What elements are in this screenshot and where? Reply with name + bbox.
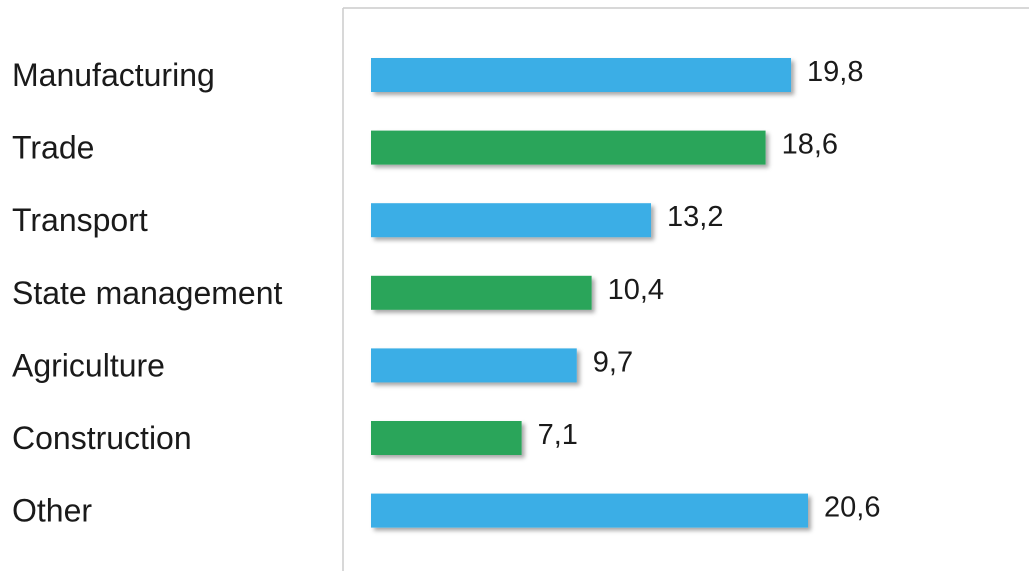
category-label: Construction	[12, 420, 192, 456]
category-label: Other	[12, 493, 92, 529]
category-label: Agriculture	[12, 347, 165, 383]
bars	[371, 58, 808, 528]
value-label: 20,6	[824, 492, 880, 524]
category-label: State management	[12, 275, 283, 311]
value-label: 10,4	[608, 274, 664, 306]
bar	[371, 348, 577, 383]
bar	[371, 275, 592, 310]
category-label: Manufacturing	[12, 57, 215, 93]
category-label: Transport	[12, 202, 148, 238]
value-label: 18,6	[782, 129, 838, 161]
bar	[371, 130, 766, 165]
value-labels: 19,8 18,6 13,2 10,4 9,7 7,1 20,6	[538, 56, 881, 524]
value-label: 19,8	[807, 56, 863, 88]
category-labels: Manufacturing Trade Transport State managem…	[12, 57, 283, 529]
bar	[371, 58, 792, 92]
value-label: 9,7	[593, 346, 633, 378]
value-label: 7,1	[538, 419, 578, 451]
bar	[371, 421, 522, 455]
bar	[371, 493, 808, 528]
bar	[371, 203, 652, 238]
category-label: Trade	[12, 130, 94, 166]
value-label: 13,2	[667, 201, 723, 233]
